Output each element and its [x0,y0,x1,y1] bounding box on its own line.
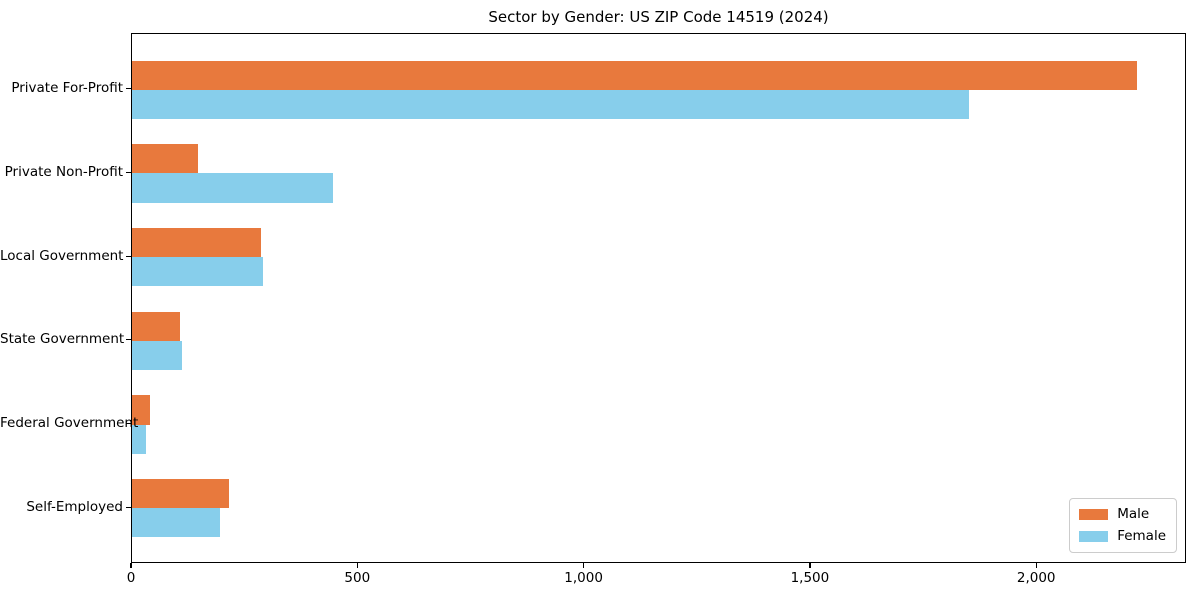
y-tick-mark [126,422,131,425]
bar-male-4 [132,395,151,425]
y-tick-mark [126,171,131,174]
x-tick-label: 500 [344,570,371,586]
legend: Male Female [1069,498,1177,553]
y-tick-label: State Government [0,331,125,348]
x-tick-label: 1,000 [564,570,603,586]
legend-label-female: Female [1117,528,1166,544]
plot-area: Male Female [131,33,1186,563]
bar-female-2 [132,257,264,287]
y-tick-label: Federal Government [0,415,139,432]
y-tick-mark [126,255,131,257]
bar-male-0 [132,60,1137,90]
legend-swatch-male [1079,509,1109,520]
bar-female-1 [132,173,334,203]
y-tick-mark [126,88,131,90]
y-tick-label: Self-Employed [26,498,123,515]
bar-female-5 [132,508,221,538]
bar-male-1 [132,144,198,174]
legend-label-male: Male [1117,506,1150,522]
legend-swatch-female [1079,531,1109,542]
bar-female-3 [132,340,182,371]
x-tick-label: 0 [126,570,136,586]
legend-item-male: Male [1079,507,1166,522]
x-tick-mark [130,563,132,568]
bar-male-5 [132,478,230,509]
legend-item-female: Female [1079,529,1166,544]
x-tick-mark [356,563,358,568]
x-tick-label: 2,000 [1016,570,1056,586]
x-tick-label: 1,500 [790,570,830,586]
x-tick-mark [1035,563,1037,568]
y-tick-mark [126,506,131,508]
bar-male-2 [132,227,261,258]
y-tick-label: Local Government [0,247,124,264]
y-tick-label: Private For-Profit [11,80,123,97]
bar-male-3 [132,311,180,341]
x-tick-mark [809,563,811,568]
y-tick-mark [126,339,131,341]
y-tick-label: Private Non-Profit [4,163,123,180]
bar-female-4 [132,424,146,454]
x-tick-mark [582,563,585,568]
chart-title: Sector by Gender: US ZIP Code 14519 (202… [488,8,829,26]
bar-female-0 [132,89,970,120]
